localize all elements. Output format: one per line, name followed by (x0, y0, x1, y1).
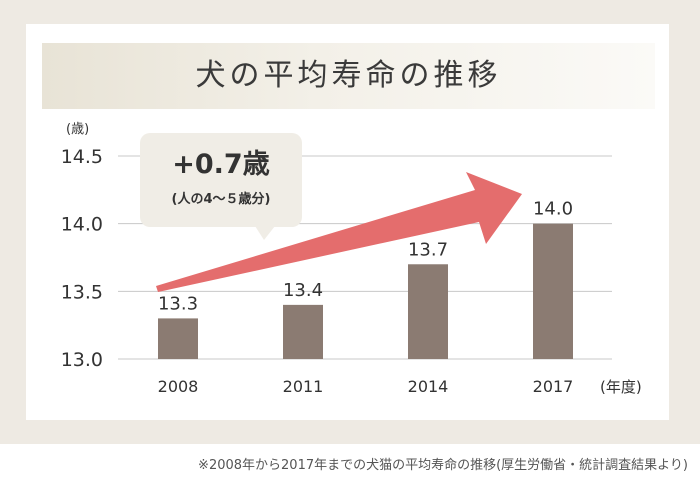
x-tick-label: 2008 (158, 377, 199, 396)
bar (283, 304, 323, 359)
y-tick-label: 13.5 (61, 281, 103, 303)
annotation-main: +0.7歳 (172, 149, 269, 180)
x-tick-label: 2017 (533, 377, 574, 396)
chart-title: 犬の平均寿命の推移 (195, 58, 502, 93)
bar-chart: 13.0 13.5 14.0 14.5 (歳) 13.3 2008 13.4 2011 13.7 2… (61, 122, 642, 396)
data-label: 13.3 (158, 293, 198, 314)
x-axis-label: (年度) (600, 378, 642, 396)
y-axis-label: (歳) (66, 122, 89, 137)
callout-bubble (140, 133, 302, 227)
data-label: 13.7 (408, 239, 448, 260)
annotation-sub: (人の4〜５歳分) (172, 191, 271, 207)
y-tick-label: 14.5 (61, 146, 103, 168)
y-tick-label: 14.0 (61, 214, 103, 236)
data-label: 14.0 (533, 199, 573, 220)
bar (158, 318, 198, 359)
x-tick-label: 2011 (283, 377, 324, 396)
y-tick-label: 13.0 (61, 349, 103, 371)
data-label: 13.4 (283, 280, 323, 301)
title-band (42, 43, 655, 109)
source-footnote: ※2008年から2017年までの犬猫の平均寿命の推移(厚生労働省・統計調査結果よ… (198, 458, 688, 473)
bar (408, 264, 448, 359)
callout-pointer (255, 226, 275, 240)
trend-arrow (156, 172, 522, 292)
x-tick-label: 2014 (408, 377, 449, 396)
bar (533, 223, 573, 359)
